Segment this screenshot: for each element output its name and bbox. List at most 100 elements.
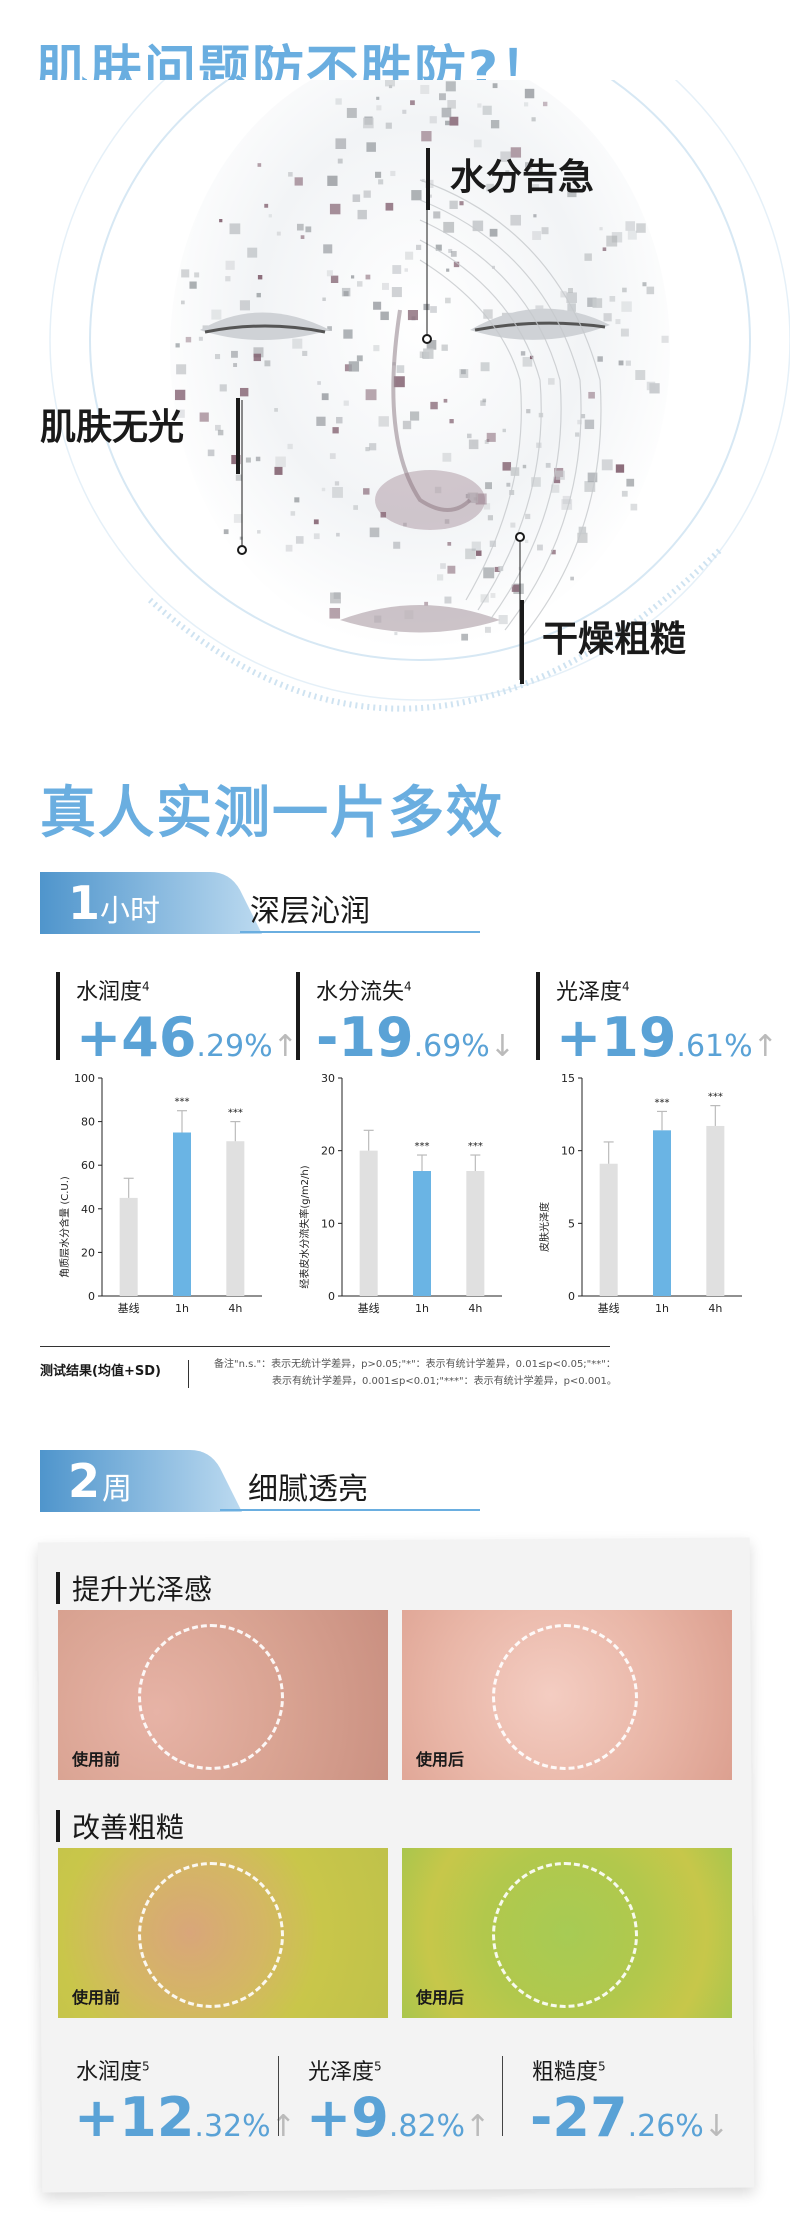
pixel-dot xyxy=(447,542,452,546)
chart-hydration: 0 20 40 60 80 100 角质层水分含量 (C.U.) 基线 *** 1h *** 4h xyxy=(40,1064,280,1334)
pixel-dot xyxy=(599,227,603,231)
pixel-dot xyxy=(215,424,221,431)
category-label: 1h xyxy=(175,1302,189,1315)
pixel-dot xyxy=(274,408,278,412)
pixel-dot xyxy=(625,221,636,231)
pixel-dot xyxy=(334,481,340,486)
pixel-dot xyxy=(366,142,376,152)
pixel-dot xyxy=(268,214,272,218)
pixel-dot xyxy=(443,221,455,233)
legend-label: 测试结果(均值+SD) xyxy=(40,1364,161,1379)
pixel-dot xyxy=(292,338,303,349)
bar xyxy=(653,1130,671,1296)
pixel-dot xyxy=(601,459,613,471)
arrow-up-icon: ↑ xyxy=(752,1029,778,1064)
category-label: 4h xyxy=(708,1302,722,1315)
pixel-dot xyxy=(441,344,448,351)
y-tick-label: 60 xyxy=(81,1159,95,1172)
pixel-dot xyxy=(489,228,498,237)
pixel-dot xyxy=(194,272,200,278)
y-axis-label: 皮肤光泽度 xyxy=(538,1202,551,1252)
pixel-dot xyxy=(449,419,454,424)
significance-note: 备注"n.s."：表示无统计学差异，p>0.05;"*"：表示有统计学差异，0.… xyxy=(214,1359,617,1387)
pixel-dot xyxy=(467,433,472,439)
pixel-dot xyxy=(532,231,542,240)
callout-water-line xyxy=(426,148,430,210)
pixel-dot xyxy=(294,497,300,503)
y-tick-label: 0 xyxy=(328,1290,335,1303)
pixel-dot xyxy=(180,300,185,305)
pixel-dot xyxy=(381,282,389,290)
pixel-dot xyxy=(505,170,510,175)
pixel-dot xyxy=(449,200,458,209)
pixel-dot xyxy=(472,440,478,446)
bar xyxy=(466,1171,485,1296)
pixel-dot xyxy=(336,416,343,424)
pixel-dot xyxy=(329,203,341,215)
pixel-dot xyxy=(353,505,359,510)
before-label: 使用前 xyxy=(72,1750,121,1769)
significance-mark: *** xyxy=(228,1108,243,1119)
category-label: 基线 xyxy=(598,1301,620,1315)
pixel-dot xyxy=(531,184,540,192)
pixel-dot xyxy=(510,522,516,528)
pixel-dot xyxy=(450,250,457,257)
section2-badge: 2 周 细腻透亮 xyxy=(40,1450,480,1512)
pixel-dot xyxy=(661,335,669,343)
pixel-dot xyxy=(459,369,469,378)
pixel-dot xyxy=(380,511,387,518)
pixel-dot xyxy=(445,120,450,126)
pixel-dot xyxy=(485,482,492,490)
pixel-dot xyxy=(471,541,481,551)
metric-value: -19.69%↓ xyxy=(316,1006,515,1069)
pixel-dot xyxy=(537,544,543,551)
metric-divider xyxy=(536,972,540,1060)
y-tick-label: 30 xyxy=(321,1072,335,1085)
pixel-dot xyxy=(288,172,293,177)
pixel-dot xyxy=(584,481,596,492)
pixel-dot xyxy=(247,247,258,258)
rough-after-photo: 使用后 xyxy=(402,1848,732,2018)
pixel-dot xyxy=(524,102,529,107)
pixel-dot xyxy=(410,411,420,421)
pixel-dot xyxy=(407,310,419,321)
pixel-dot xyxy=(444,519,450,524)
pixel-dot xyxy=(531,477,541,487)
pixel-dot xyxy=(329,607,341,619)
pixel-dot xyxy=(498,615,508,625)
pixel-dot xyxy=(578,526,587,535)
pixel-dot xyxy=(305,226,312,233)
y-tick-label: 0 xyxy=(568,1290,575,1303)
section1-badge-subtitle: 深层沁润 xyxy=(250,894,370,929)
rough-title: 改善粗糙 xyxy=(72,1811,185,1844)
pixel-dot xyxy=(568,288,573,293)
pixel-dot xyxy=(465,548,476,560)
bar xyxy=(226,1141,245,1296)
pixel-dot xyxy=(257,275,263,280)
pixel-dot xyxy=(393,541,401,549)
pixel-dot xyxy=(646,286,655,295)
y-tick-label: 5 xyxy=(568,1217,575,1230)
callout-dull-line xyxy=(236,398,240,474)
pixel-dot xyxy=(577,419,582,425)
pixel-dot xyxy=(229,223,241,235)
pixel-dot xyxy=(525,513,531,520)
pixel-dot xyxy=(480,362,490,372)
pixel-dot xyxy=(394,632,398,636)
pixel-dot xyxy=(411,190,422,201)
section2-badge-number: 2 xyxy=(68,1454,101,1508)
metric-title: 光泽度4 xyxy=(556,979,630,1005)
pixel-dot xyxy=(429,116,437,124)
pixel-dot xyxy=(448,248,453,253)
pixel-dot xyxy=(302,350,308,356)
metric-value: +46.29%↑ xyxy=(76,1006,298,1069)
pixel-dot xyxy=(498,566,504,572)
significance-mark: *** xyxy=(655,1097,670,1108)
pixel-dot xyxy=(233,363,238,367)
pixel-dot xyxy=(231,454,241,465)
pixel-dot xyxy=(449,116,459,126)
pixel-dot xyxy=(510,214,522,226)
pixel-dot xyxy=(376,105,382,111)
pixel-dot xyxy=(435,244,442,251)
pixel-dot xyxy=(313,519,319,525)
